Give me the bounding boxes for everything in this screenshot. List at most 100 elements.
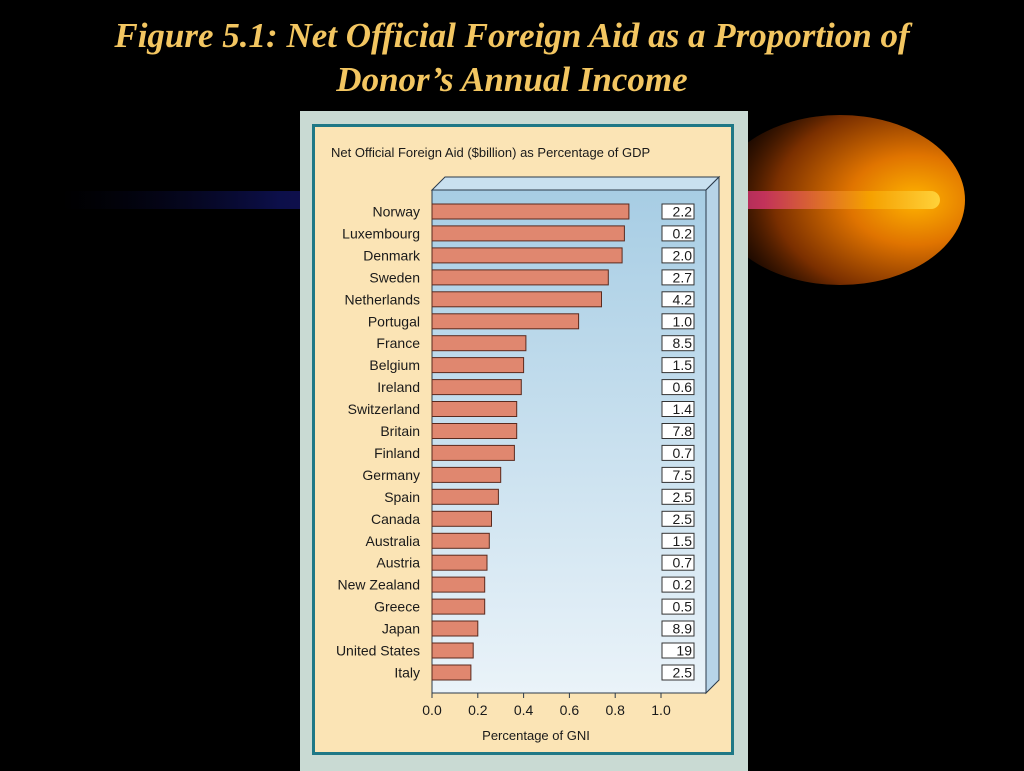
bar-denmark bbox=[431, 247, 623, 264]
bar-austria bbox=[431, 554, 488, 571]
aid-value-label: 2.2 bbox=[673, 204, 693, 220]
category-label: France bbox=[376, 335, 420, 351]
aid-value-box bbox=[661, 423, 695, 439]
aid-value-box bbox=[661, 225, 695, 242]
aid-value-boxes: 2.2 0.2 2.0 2.7 4.2 1.0 8.5 1.5 0.6 1.4 7.8 0.7 7.5 2… bbox=[661, 203, 695, 681]
x-axis-ticks: 0.0 0.2 0.4 0.6 0.8 1.0 bbox=[422, 693, 671, 718]
aid-value-box bbox=[661, 291, 695, 308]
aid-value-label: 8.5 bbox=[673, 335, 693, 351]
category-labels: Norway Luxembourg Denmark Sweden Netherlands… bbox=[336, 204, 421, 681]
category-label: New Zealand bbox=[338, 577, 421, 593]
aid-value-label: 1.0 bbox=[673, 313, 693, 329]
category-label: Japan bbox=[382, 621, 420, 637]
aid-value-label: 1.5 bbox=[673, 533, 693, 549]
aid-value-box bbox=[661, 247, 695, 264]
bar-ireland bbox=[431, 379, 522, 396]
plot-area bbox=[431, 189, 707, 694]
aid-value-box bbox=[661, 335, 695, 352]
bar-sweden bbox=[431, 269, 609, 286]
category-label: Luxembourg bbox=[342, 225, 420, 241]
x-tick-label: 0.2 bbox=[468, 702, 488, 718]
aid-value-box bbox=[661, 554, 695, 571]
aid-value-label: 2.5 bbox=[673, 511, 693, 527]
aid-value-label: 0.5 bbox=[673, 599, 693, 615]
aid-value-label: 2.5 bbox=[673, 489, 693, 505]
plot-area-side-face bbox=[705, 175, 720, 695]
aid-value-label: 0.6 bbox=[673, 379, 693, 395]
x-tick-label: 0.4 bbox=[514, 702, 534, 718]
bar-portugal bbox=[431, 313, 580, 330]
aid-value-label: 7.5 bbox=[673, 467, 693, 483]
aid-value-box bbox=[661, 269, 695, 286]
x-tick-label: 0.6 bbox=[560, 702, 580, 718]
x-axis-label: Percentage of GNI bbox=[482, 728, 590, 743]
category-label: Netherlands bbox=[345, 291, 421, 307]
aid-value-box bbox=[661, 379, 695, 396]
category-label: Britain bbox=[380, 423, 420, 439]
aid-value-label: 4.2 bbox=[673, 291, 693, 307]
bar-norway bbox=[431, 203, 630, 220]
slide-title-line-2: Donor’s Annual Income bbox=[336, 60, 688, 99]
aid-value-box bbox=[661, 642, 695, 659]
aid-value-box bbox=[661, 401, 695, 417]
plot-area-top-face bbox=[430, 176, 721, 191]
aid-value-label: 2.0 bbox=[673, 247, 693, 263]
category-label: Canada bbox=[371, 511, 420, 527]
bar-britain bbox=[431, 423, 518, 439]
category-label: Finland bbox=[374, 445, 420, 461]
aid-value-box bbox=[661, 488, 695, 505]
aid-value-box bbox=[661, 444, 695, 461]
category-label: Spain bbox=[384, 489, 420, 505]
aid-value-label: 7.8 bbox=[673, 423, 693, 439]
aid-value-box bbox=[661, 357, 695, 374]
aid-value-label: 0.2 bbox=[673, 577, 693, 593]
aid-value-box bbox=[661, 532, 695, 549]
bar-canada bbox=[431, 510, 492, 527]
category-label: United States bbox=[336, 643, 420, 659]
aid-value-label: 8.9 bbox=[673, 621, 693, 637]
chart-title: Net Official Foreign Aid ($billion) as P… bbox=[331, 145, 650, 160]
category-label: Australia bbox=[366, 533, 421, 549]
bar-germany bbox=[431, 466, 502, 483]
aid-value-label: 0.7 bbox=[673, 445, 693, 461]
category-label: Denmark bbox=[363, 247, 421, 263]
category-label: Ireland bbox=[377, 379, 420, 395]
aid-value-label: 2.7 bbox=[673, 269, 693, 285]
bar-new-zealand bbox=[431, 576, 486, 593]
bar-luxembourg bbox=[431, 225, 625, 242]
category-label: Greece bbox=[374, 599, 420, 615]
bar-italy bbox=[431, 664, 472, 681]
category-label: Norway bbox=[373, 204, 420, 220]
bar-france bbox=[431, 335, 527, 352]
bar-united-states bbox=[431, 642, 474, 659]
category-label: Austria bbox=[376, 555, 420, 571]
aid-value-label: 0.7 bbox=[673, 555, 693, 571]
aid-value-box bbox=[661, 598, 695, 615]
category-label: Belgium bbox=[369, 357, 420, 373]
aid-value-box bbox=[661, 203, 695, 220]
category-label: Portugal bbox=[368, 313, 420, 329]
slide-title: Figure 5.1: Net Official Foreign Aid as … bbox=[0, 14, 1024, 102]
aid-value-box bbox=[661, 576, 695, 593]
category-label: Sweden bbox=[369, 269, 420, 285]
aid-value-label: 19 bbox=[676, 643, 692, 659]
category-label: Germany bbox=[362, 467, 420, 483]
aid-value-box bbox=[661, 313, 695, 330]
aid-value-label: 1.4 bbox=[673, 401, 693, 417]
bar-australia bbox=[431, 532, 490, 549]
aid-value-label: 0.2 bbox=[673, 225, 693, 241]
bar-japan bbox=[431, 620, 479, 637]
aid-value-box bbox=[661, 466, 695, 483]
x-tick-label: 0.8 bbox=[605, 702, 625, 718]
bar-greece bbox=[431, 598, 486, 615]
x-tick-label: 1.0 bbox=[651, 702, 671, 718]
bars-layer bbox=[431, 203, 630, 681]
aid-value-label: 2.5 bbox=[673, 665, 693, 681]
aid-value-label: 1.5 bbox=[673, 357, 693, 373]
bar-belgium bbox=[431, 357, 525, 374]
x-tick-label: 0.0 bbox=[422, 702, 442, 718]
category-label: Switzerland bbox=[348, 401, 420, 417]
slide-title-line-1: Figure 5.1: Net Official Foreign Aid as … bbox=[114, 16, 910, 55]
aid-value-box bbox=[661, 664, 695, 681]
